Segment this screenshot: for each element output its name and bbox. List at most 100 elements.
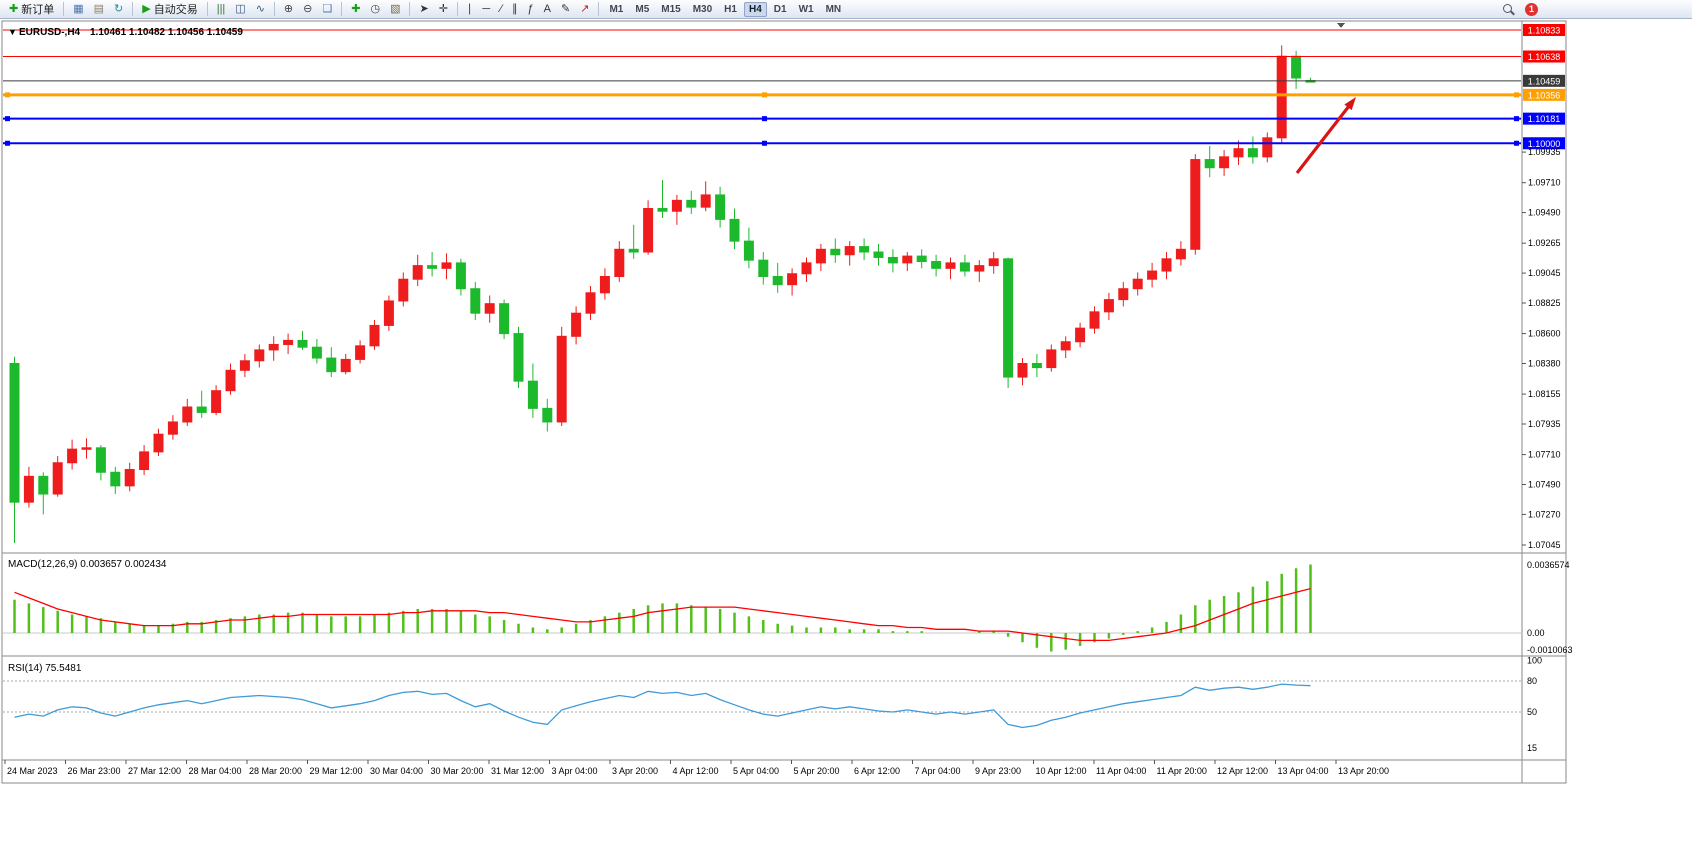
symbol-dropdown-icon[interactable]: ▼	[8, 27, 17, 37]
new-order-icon: ✚	[9, 2, 19, 15]
chart-window-icon: ▦	[73, 2, 84, 15]
level-price-badge-text: 1.10638	[1528, 52, 1561, 62]
time-axis: 24 Mar 2023 26 Mar 23:00 27 Mar 12:00 28 Ma…	[4, 760, 1389, 776]
level-handle	[5, 116, 10, 122]
horizontal-level-lines[interactable]: 1.10833 1.10638 1.10459 1.10356 1.10181 1.100…	[3, 24, 1565, 150]
candle-body	[1262, 137, 1273, 158]
price-axis: 1.09935 1.09710 1.09490 1.09265 1.09045 1.088…	[1522, 147, 1561, 550]
rsi-scale-label: 50	[1527, 707, 1537, 717]
timeframe-m15[interactable]: M15	[661, 3, 681, 15]
new-order-button[interactable]: ✚ 新订单	[5, 0, 58, 18]
candle-body	[110, 471, 121, 487]
price-tick-label: 1.09045	[1528, 268, 1561, 278]
candle-body	[441, 262, 452, 269]
price-tick-label: 1.09710	[1528, 178, 1561, 188]
equidistant-channel-button[interactable]: ∥	[508, 0, 522, 18]
price-tick-label: 1.07710	[1528, 450, 1561, 460]
timeframe-mn[interactable]: MN	[825, 3, 842, 15]
level-price-badge-text: 1.10181	[1528, 114, 1561, 124]
trend-arrow-annotation[interactable]	[1295, 97, 1356, 174]
vertical-line-button[interactable]: ∣	[463, 0, 477, 18]
refresh-button[interactable]: ↻	[110, 0, 127, 18]
crosshair-button[interactable]: ✛	[435, 0, 452, 18]
auto-trading-button[interactable]: ▶ 自动交易	[138, 0, 201, 18]
zoom-out-button[interactable]: ⊖	[299, 0, 316, 18]
timeframe-m30[interactable]: M30	[692, 3, 713, 15]
time-tick-label: 13 Apr 20:00	[1338, 766, 1389, 776]
notification-badge[interactable]: 1	[1525, 2, 1538, 16]
candle-body	[815, 248, 826, 264]
candle-body	[859, 246, 870, 253]
macd-label: MACD(12,26,9) 0.003657 0.002434	[8, 559, 167, 570]
templates-icon: ▧	[390, 2, 401, 15]
fibonacci-button[interactable]: ƒ	[524, 0, 538, 18]
time-tick-label: 29 Mar 12:00	[310, 766, 363, 776]
line-chart-button[interactable]: ∿	[252, 0, 269, 18]
level-price-badge	[1523, 112, 1565, 125]
time-tick-label: 31 Mar 12:00	[491, 766, 544, 776]
candle-body	[758, 259, 769, 277]
timeframe-h4[interactable]: H4	[743, 1, 767, 17]
level-handle	[762, 92, 767, 98]
candle-body	[1247, 148, 1258, 158]
timeframe-m1[interactable]: M1	[609, 3, 624, 15]
text-button[interactable]: A	[540, 0, 555, 18]
time-tick-label: 30 Mar 04:00	[370, 766, 423, 776]
crosshair-icon: ✛	[438, 2, 448, 15]
horizontal-line-button[interactable]: ─	[478, 0, 494, 18]
timeframe-h1[interactable]: H1	[724, 3, 737, 15]
candle-body	[52, 462, 63, 495]
level-price-badge	[1523, 137, 1565, 150]
macd-scale-zero: 0.00	[1527, 628, 1545, 638]
equidistant-channel-icon: ∥	[512, 2, 518, 15]
candle-body	[196, 406, 207, 413]
rsi-scale-label: 15	[1527, 743, 1537, 753]
candle-body	[787, 273, 798, 286]
timeframe-d1[interactable]: D1	[773, 3, 787, 15]
candle-body	[801, 262, 812, 275]
candle-body	[268, 343, 279, 351]
rsi-label: RSI(14) 75.5481	[8, 663, 82, 674]
arrows-button[interactable]: ↗	[576, 0, 593, 18]
templates-button[interactable]: ▧	[386, 0, 404, 18]
level-handle	[1514, 116, 1519, 122]
candle-body	[729, 218, 740, 242]
auto-trading-icon: ▶	[142, 2, 151, 15]
zoom-in-button[interactable]: ⊕	[280, 0, 297, 18]
candle-body	[700, 194, 711, 208]
level-handle	[1514, 92, 1519, 98]
periods-icon: ◷	[370, 2, 381, 15]
timeframe-w1[interactable]: W1	[798, 3, 814, 15]
candle-body	[671, 199, 682, 212]
indicators-button[interactable]: ✚	[347, 0, 364, 18]
time-tick-label: 3 Apr 04:00	[552, 766, 598, 776]
bars-chart-button[interactable]: |||	[213, 0, 230, 18]
text-label-button[interactable]: ✎	[557, 0, 574, 18]
bar-shift-marker	[1337, 23, 1345, 28]
candle-body	[67, 448, 78, 464]
trendline-button[interactable]: ∕	[496, 0, 506, 18]
candle-body	[412, 265, 423, 280]
profiles-button[interactable]: ▤	[90, 0, 108, 18]
candle-body	[830, 248, 841, 256]
toolbar-separator	[341, 2, 343, 16]
chart-window-button[interactable]: ▦	[69, 0, 87, 18]
candle-body	[383, 300, 394, 326]
candle-body	[355, 345, 366, 360]
tile-windows-button[interactable]: ❏	[318, 0, 336, 18]
price-tick-label: 1.09265	[1528, 238, 1561, 248]
timeframe-m5[interactable]: M5	[635, 3, 650, 15]
time-tick-label: 12 Apr 12:00	[1217, 766, 1268, 776]
search-button[interactable]	[1498, 0, 1519, 18]
cursor-button[interactable]: ➤	[415, 0, 432, 18]
candle-body	[38, 475, 49, 495]
candles-chart-button[interactable]: ◫	[231, 0, 249, 18]
price-tick-label: 1.08155	[1528, 389, 1561, 399]
candle-body	[23, 475, 34, 503]
candle-body	[542, 407, 553, 423]
periods-button[interactable]: ◷	[366, 0, 384, 18]
candle-body	[1147, 270, 1158, 280]
candle-body	[527, 380, 538, 409]
profiles-icon: ▤	[93, 2, 105, 15]
